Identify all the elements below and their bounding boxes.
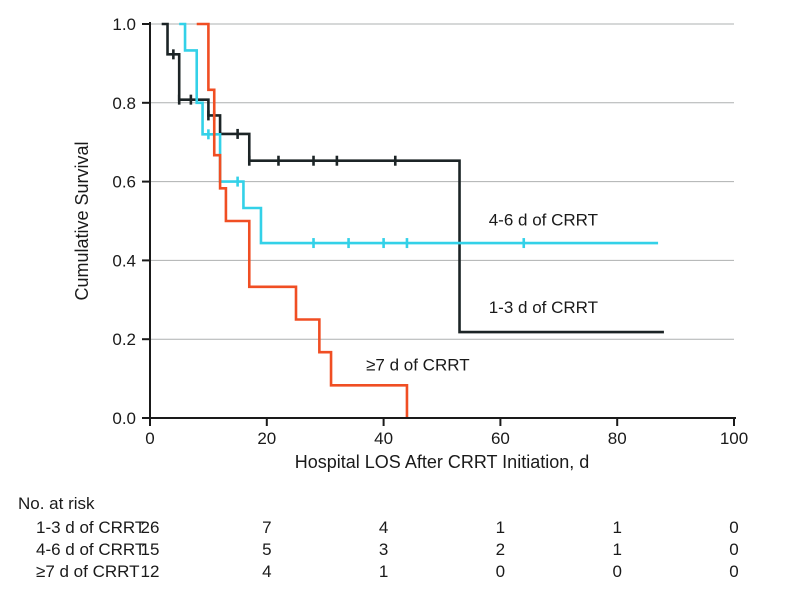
y-tick-label: 0.6 [112,173,136,192]
y-axis-label: Cumulative Survival [72,141,92,300]
x-tick-label: 100 [720,429,748,448]
risk-row: 1-3 d of CRRT2674110 [0,517,798,539]
risk-cell: 3 [369,540,399,560]
risk-cell: 1 [369,562,399,582]
x-tick-label: 40 [374,429,393,448]
risk-cell: 26 [135,518,165,538]
risk-cell: 4 [369,518,399,538]
risk-row: ≥7 d of CRRT1241000 [0,561,798,583]
risk-cell: 15 [135,540,165,560]
risk-cell: 0 [485,562,515,582]
risk-table: No. at risk 1-3 d of CRRT26741104-6 d of… [0,494,798,583]
series-label: ≥7 d of CRRT [366,356,470,375]
x-axis-label: Hospital LOS After CRRT Initiation, d [295,452,589,472]
risk-cell: 1 [602,518,632,538]
risk-cell: 7 [252,518,282,538]
risk-cell: 5 [252,540,282,560]
x-tick-label: 20 [257,429,276,448]
risk-cell: 1 [602,540,632,560]
series-label: 1-3 d of CRRT [489,298,598,317]
y-tick-label: 0.8 [112,94,136,113]
risk-cell: 1 [485,518,515,538]
y-tick-label: 1.0 [112,15,136,34]
risk-cell: 0 [719,562,749,582]
risk-cell: 0 [719,518,749,538]
risk-cell: 12 [135,562,165,582]
risk-cell: 0 [719,540,749,560]
x-tick-label: 0 [145,429,154,448]
risk-row: 4-6 d of CRRT1553210 [0,539,798,561]
y-tick-label: 0.4 [112,251,136,270]
risk-header: No. at risk [18,494,798,514]
y-tick-label: 0.2 [112,330,136,349]
risk-cell: 2 [485,540,515,560]
series-label: 4-6 d of CRRT [489,211,598,230]
risk-cell: 0 [602,562,632,582]
x-tick-label: 60 [491,429,510,448]
x-tick-label: 80 [608,429,627,448]
y-tick-label: 0.0 [112,409,136,428]
risk-cell: 4 [252,562,282,582]
